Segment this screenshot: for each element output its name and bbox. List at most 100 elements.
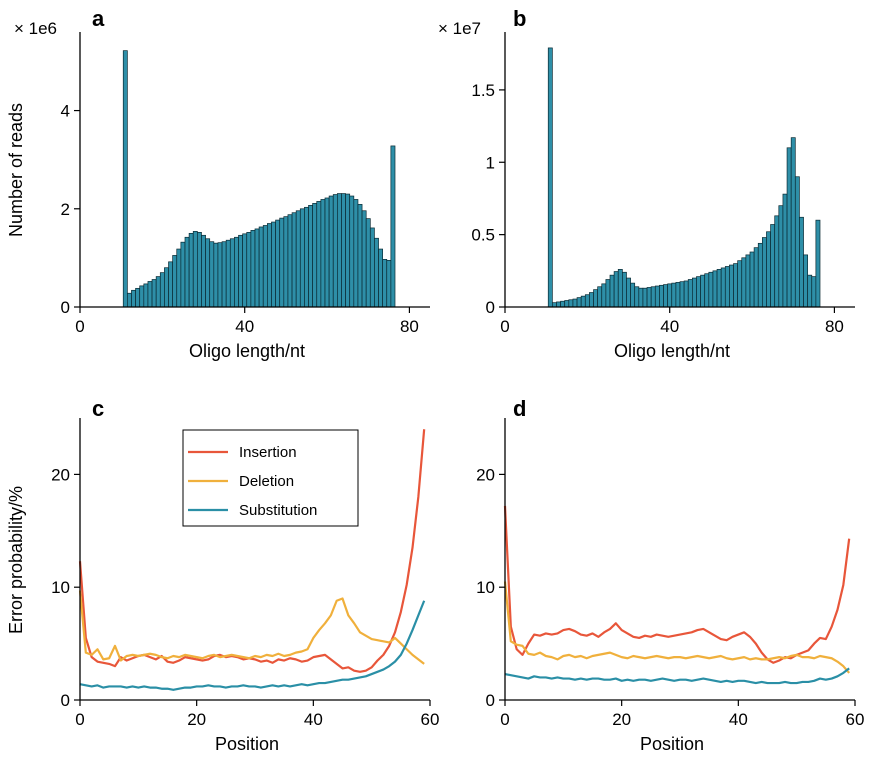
bar — [761, 237, 767, 308]
x-axis-label: Position — [640, 734, 704, 754]
bar — [671, 282, 677, 308]
bar — [369, 227, 375, 308]
x-tick-label: 60 — [846, 710, 865, 729]
bar — [597, 286, 603, 308]
bar — [733, 263, 739, 308]
bar — [349, 195, 355, 308]
bar — [815, 219, 821, 308]
bar — [617, 269, 623, 308]
y-tick-label: 10 — [51, 578, 70, 597]
y-tick-label: 0.5 — [471, 226, 495, 245]
y-tick-label: 20 — [476, 465, 495, 484]
bar — [580, 295, 586, 308]
bar — [361, 210, 367, 308]
series-line-insertion — [503, 505, 851, 664]
bar — [601, 283, 607, 308]
x-tick-label: 40 — [729, 710, 748, 729]
bar — [737, 260, 743, 308]
bar — [188, 232, 194, 308]
bar — [663, 284, 669, 308]
x-tick-label: 20 — [187, 710, 206, 729]
series-line-substitution — [79, 600, 426, 691]
bar — [794, 176, 800, 308]
series-line-deletion — [78, 590, 425, 665]
bar — [667, 283, 673, 308]
bar — [724, 266, 730, 308]
bar — [646, 287, 652, 308]
bar — [374, 237, 379, 308]
bar — [365, 218, 371, 308]
bar — [168, 261, 173, 308]
bar — [621, 271, 627, 308]
x-tick-label: 40 — [304, 710, 323, 729]
bar — [258, 226, 264, 308]
bar — [143, 283, 149, 308]
bar — [337, 193, 342, 308]
bar — [382, 259, 388, 308]
bar — [180, 241, 186, 308]
bar — [704, 273, 710, 308]
bar — [626, 277, 631, 308]
bar — [753, 247, 759, 308]
x-tick-label: 0 — [500, 710, 509, 729]
bar — [135, 287, 141, 308]
bar — [766, 231, 771, 308]
bar — [217, 242, 223, 308]
bar — [192, 231, 198, 308]
bar — [712, 270, 718, 308]
x-tick-label: 80 — [400, 317, 419, 336]
bar — [328, 195, 334, 308]
bar — [279, 217, 285, 308]
bar — [139, 285, 145, 308]
bar — [246, 232, 252, 308]
bar — [584, 294, 590, 308]
bar — [159, 272, 165, 308]
bar — [745, 254, 751, 308]
bar — [551, 302, 557, 308]
bar — [250, 230, 256, 308]
x-axis-label: Position — [215, 734, 279, 754]
bar — [749, 251, 755, 308]
bar — [234, 236, 239, 308]
y-tick-label: 0 — [486, 298, 495, 317]
y-axis-label: Number of reads — [6, 103, 26, 237]
bar — [696, 276, 701, 308]
bar — [720, 267, 726, 308]
bar — [209, 241, 215, 308]
panel-letter-d: d — [513, 396, 526, 421]
y-tick-label: 1.5 — [471, 81, 495, 100]
bar — [803, 254, 809, 308]
y-tick-label: 10 — [476, 578, 495, 597]
bar — [716, 269, 722, 308]
x-tick-label: 60 — [421, 710, 440, 729]
bar — [708, 271, 714, 308]
x-tick-label: 0 — [500, 317, 509, 336]
bar — [164, 267, 169, 308]
bar — [757, 242, 763, 308]
bar — [659, 284, 664, 308]
bar — [271, 221, 276, 308]
bar — [295, 210, 301, 308]
y-tick-label: 2 — [61, 200, 70, 219]
bar — [205, 238, 211, 308]
bar — [316, 201, 322, 308]
y-axis-label: Error probability/% — [6, 486, 26, 634]
x-tick-label: 80 — [825, 317, 844, 336]
panel-c: c Insertion Deletion Substitution 0 20 40 60 0 10… — [6, 396, 439, 754]
bar — [683, 280, 689, 308]
bar — [225, 239, 231, 308]
bar — [155, 276, 161, 308]
bar — [807, 274, 813, 308]
bar — [691, 277, 697, 308]
bar — [151, 279, 157, 308]
bar — [262, 225, 268, 308]
bar — [687, 279, 693, 308]
panel-letter-c: c — [92, 396, 104, 421]
series-line-deletion — [503, 581, 851, 674]
bar — [353, 199, 359, 308]
bar — [184, 236, 190, 308]
x-axis-label: Oligo length/nt — [614, 341, 730, 361]
bar — [126, 292, 132, 308]
bar — [122, 50, 128, 308]
